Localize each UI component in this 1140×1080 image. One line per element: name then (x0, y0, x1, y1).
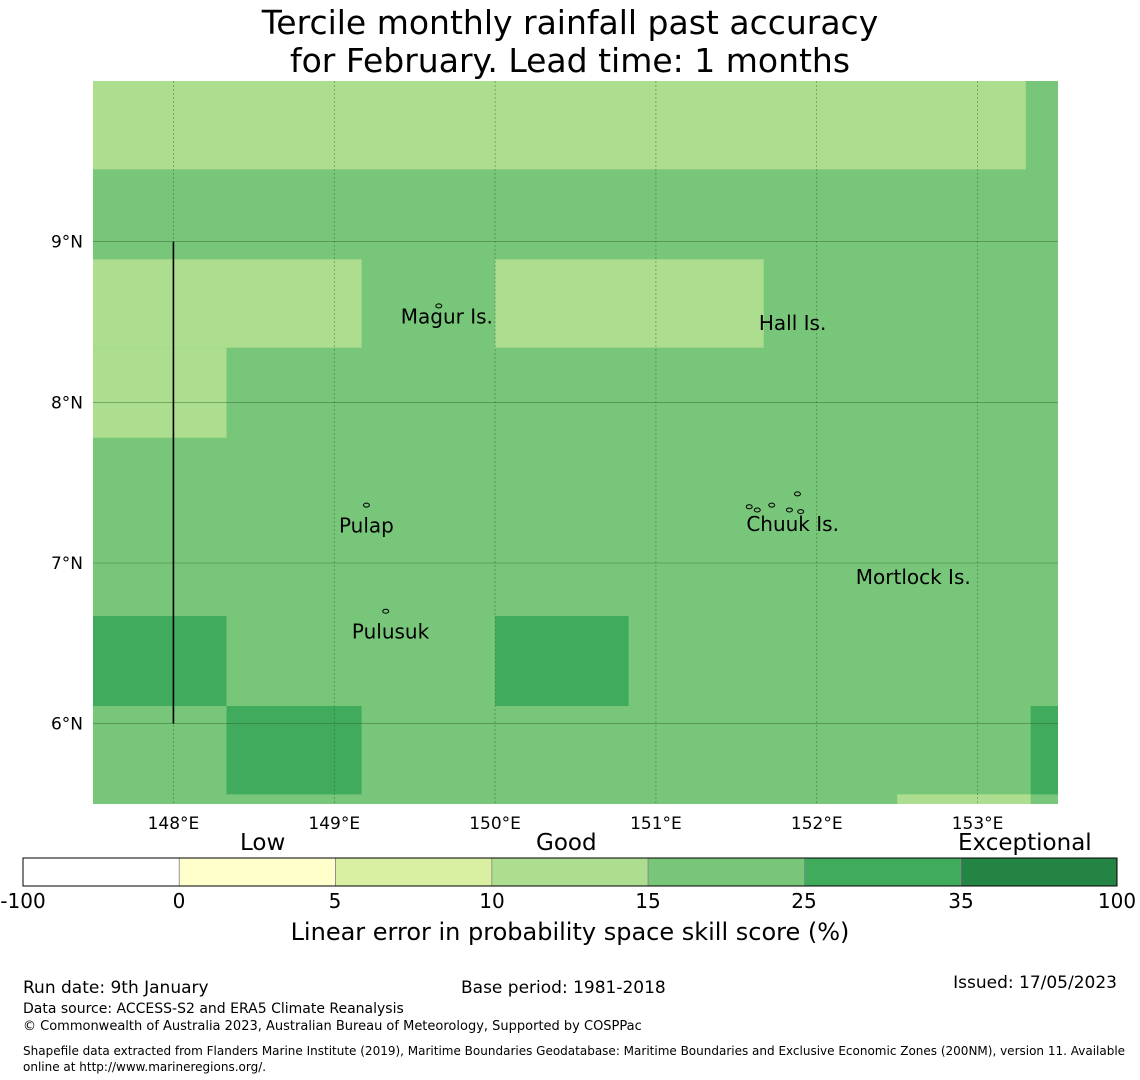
colorbar-segment (335, 857, 493, 887)
lon-tick-label: 153°E (952, 814, 1004, 830)
grid-cell (93, 81, 1026, 170)
island-outline (768, 502, 776, 508)
grid-cell (226, 705, 362, 795)
chart-title: Tercile monthly rainfall past accuracy f… (0, 4, 1140, 80)
place-label: Chuuk Is. (746, 512, 839, 536)
colorbar-segment (22, 857, 180, 887)
colorbar-tick: 25 (791, 889, 817, 913)
colorbar-segment (647, 857, 805, 887)
copyright: © Commonwealth of Australia 2023, Austra… (23, 1019, 642, 1034)
grid-cell (93, 347, 227, 438)
colorbar-category-good: Good (536, 830, 597, 856)
shapefile-credit: Shapefile data extracted from Flanders M… (23, 1044, 1126, 1074)
colorbar-tick: 5 (328, 889, 342, 913)
colorbar-tick: 0 (172, 889, 186, 913)
lon-tick-label: 150°E (469, 814, 521, 830)
island-outline (745, 504, 753, 510)
grid-cell (897, 794, 1031, 804)
colorbar-segment (491, 857, 649, 887)
island-outline (382, 608, 390, 614)
island-outline (753, 507, 761, 513)
grid-cell (93, 259, 362, 348)
place-label: Magur Is. (401, 305, 493, 329)
colorbar-category-low: Low (240, 830, 286, 856)
grid-cell (495, 616, 629, 706)
colorbar-tick: 100 (1097, 889, 1137, 913)
colorbar-segment (960, 857, 1118, 887)
lon-tick-label: 148°E (148, 814, 200, 830)
colorbar-tick: 15 (635, 889, 661, 913)
place-label: Mortlock Is. (856, 565, 971, 589)
lon-tick-label: 149°E (308, 814, 360, 830)
grid-cell (93, 616, 227, 706)
island-outline (362, 502, 370, 508)
colorbar-segment (178, 857, 336, 887)
lon-tick-label: 152°E (791, 814, 843, 830)
grid-cell (495, 259, 764, 348)
place-label: Pulusuk (352, 619, 430, 643)
base-period: Base period: 1981-2018 (461, 978, 666, 998)
colorbar-segment (804, 857, 962, 887)
colorbar (22, 857, 1118, 887)
colorbar-tick: 35 (948, 889, 974, 913)
title-line-2: for February. Lead time: 1 months (289, 41, 851, 80)
lon-tick-label: 151°E (630, 814, 682, 830)
lat-tick-label: 6°N (51, 715, 83, 735)
colorbar-category-exceptional: Exceptional (958, 830, 1092, 856)
issued-date: Issued: 17/05/2023 (953, 973, 1117, 993)
skill-map: 148°E 149°E 150°E 151°E 152°E 153°E 9°N 8°N 7°N 6… (51, 81, 1058, 830)
lat-tick-label: 9°N (51, 233, 83, 253)
grid-cell (1030, 705, 1058, 795)
place-label: Pulap (339, 513, 394, 537)
data-source: Data source: ACCESS-S2 and ERA5 Climate … (23, 1001, 404, 1017)
run-date: Run date: 9th January (23, 978, 209, 998)
colorbar-tick: 10 (479, 889, 505, 913)
island-outline (797, 509, 805, 515)
colorbar-tick: -100 (0, 889, 46, 913)
lat-tick-label: 8°N (51, 393, 83, 413)
place-label: Hall Is. (759, 311, 826, 335)
island-outline (435, 303, 443, 309)
title-line-1: Tercile monthly rainfall past accuracy (261, 3, 879, 42)
colorbar-label: Linear error in probability space skill … (290, 918, 850, 946)
lat-tick-label: 7°N (51, 554, 83, 574)
island-outline (793, 491, 801, 497)
island-outline (785, 507, 793, 513)
colorbar-frame (22, 857, 1118, 887)
